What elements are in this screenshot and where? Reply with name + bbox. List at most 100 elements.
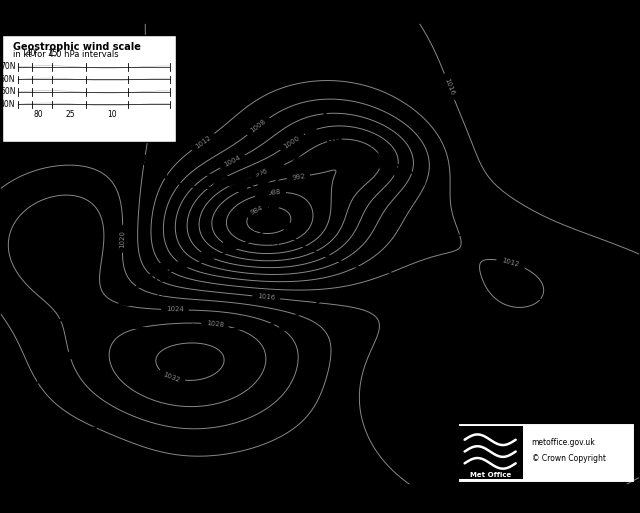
Text: 1020: 1020 [546, 141, 580, 153]
Text: 1028: 1028 [205, 320, 224, 328]
Text: 1034: 1034 [172, 350, 206, 363]
Polygon shape [45, 368, 56, 377]
Text: 1012: 1012 [194, 134, 212, 149]
Text: 988: 988 [268, 189, 281, 196]
Text: 70N: 70N [0, 63, 15, 71]
Polygon shape [260, 176, 271, 185]
Text: 1020: 1020 [120, 230, 125, 248]
Polygon shape [255, 191, 265, 199]
Text: 1012: 1012 [500, 258, 520, 268]
Text: 1032: 1032 [162, 371, 181, 383]
Polygon shape [65, 315, 76, 322]
Text: 10: 10 [107, 110, 117, 119]
Text: L: L [404, 352, 415, 370]
Text: L: L [100, 415, 111, 433]
Text: H: H [182, 325, 196, 343]
Polygon shape [134, 93, 146, 101]
Text: metoffice.gov.uk: metoffice.gov.uk [531, 438, 595, 447]
Text: © Crown Copyright: © Crown Copyright [531, 454, 605, 463]
Polygon shape [303, 304, 313, 311]
Polygon shape [82, 333, 93, 341]
Text: L: L [520, 265, 530, 283]
Text: H: H [79, 214, 93, 232]
Text: L: L [369, 133, 380, 151]
Text: 1008: 1008 [250, 119, 267, 134]
Circle shape [218, 331, 230, 340]
Text: 1005: 1005 [357, 159, 392, 172]
Circle shape [179, 258, 190, 266]
Polygon shape [86, 427, 96, 434]
Polygon shape [136, 155, 148, 163]
Circle shape [272, 163, 285, 172]
Polygon shape [248, 321, 259, 328]
Polygon shape [8, 404, 19, 411]
Bar [460, 426, 523, 479]
Text: 1004: 1004 [309, 133, 344, 146]
Text: 1006: 1006 [133, 272, 168, 285]
Polygon shape [100, 315, 111, 323]
Polygon shape [152, 74, 164, 82]
Polygon shape [186, 324, 198, 330]
Text: 1024: 1024 [166, 306, 184, 313]
Circle shape [207, 25, 218, 34]
Circle shape [413, 179, 425, 187]
Text: L: L [145, 246, 156, 264]
Polygon shape [296, 240, 307, 247]
Polygon shape [229, 67, 239, 75]
Text: L: L [321, 108, 332, 126]
Polygon shape [344, 259, 355, 267]
Polygon shape [127, 135, 138, 144]
Text: 992: 992 [291, 173, 305, 181]
Text: H: H [556, 115, 570, 133]
Circle shape [243, 231, 255, 239]
Polygon shape [371, 264, 383, 271]
Polygon shape [268, 204, 280, 212]
Polygon shape [137, 280, 148, 288]
Circle shape [306, 129, 319, 139]
Circle shape [279, 321, 292, 330]
Text: 50N: 50N [0, 87, 15, 96]
Polygon shape [413, 83, 423, 89]
Text: 1012: 1012 [392, 378, 427, 391]
Polygon shape [5, 305, 16, 312]
Circle shape [257, 34, 268, 43]
Polygon shape [214, 174, 225, 182]
Polygon shape [125, 321, 137, 328]
Text: 1016: 1016 [444, 77, 456, 96]
Polygon shape [241, 172, 251, 181]
Polygon shape [170, 57, 182, 65]
Polygon shape [127, 112, 138, 122]
Circle shape [258, 182, 271, 191]
Polygon shape [156, 170, 167, 178]
FancyBboxPatch shape [2, 35, 176, 142]
Text: 40N: 40N [0, 100, 15, 109]
Text: 982: 982 [253, 221, 278, 234]
Circle shape [288, 146, 301, 155]
Text: 996: 996 [254, 168, 269, 178]
Circle shape [223, 241, 234, 250]
Polygon shape [64, 351, 75, 359]
Polygon shape [26, 386, 38, 394]
Polygon shape [318, 249, 329, 257]
Circle shape [394, 168, 405, 176]
Polygon shape [104, 438, 113, 445]
Text: L: L [452, 200, 463, 218]
Circle shape [155, 330, 168, 340]
Circle shape [201, 250, 213, 259]
Text: 1004: 1004 [223, 154, 242, 168]
Circle shape [32, 318, 45, 327]
Circle shape [234, 182, 246, 192]
Text: Forecast Chart (T+24) Valid 00 UTC MON 03 JUN 2024: Forecast Chart (T+24) Valid 00 UTC MON 0… [6, 7, 237, 16]
Text: 1015: 1015 [88, 441, 123, 453]
Polygon shape [426, 98, 435, 106]
Circle shape [232, 29, 244, 38]
Text: Met Office: Met Office [470, 471, 511, 478]
Text: 80: 80 [33, 110, 44, 119]
Text: 1000: 1000 [283, 134, 301, 150]
Text: L: L [260, 195, 271, 213]
Polygon shape [236, 49, 244, 57]
Text: 1030: 1030 [69, 240, 104, 252]
Circle shape [93, 326, 106, 335]
Polygon shape [188, 38, 200, 46]
Polygon shape [212, 180, 225, 188]
